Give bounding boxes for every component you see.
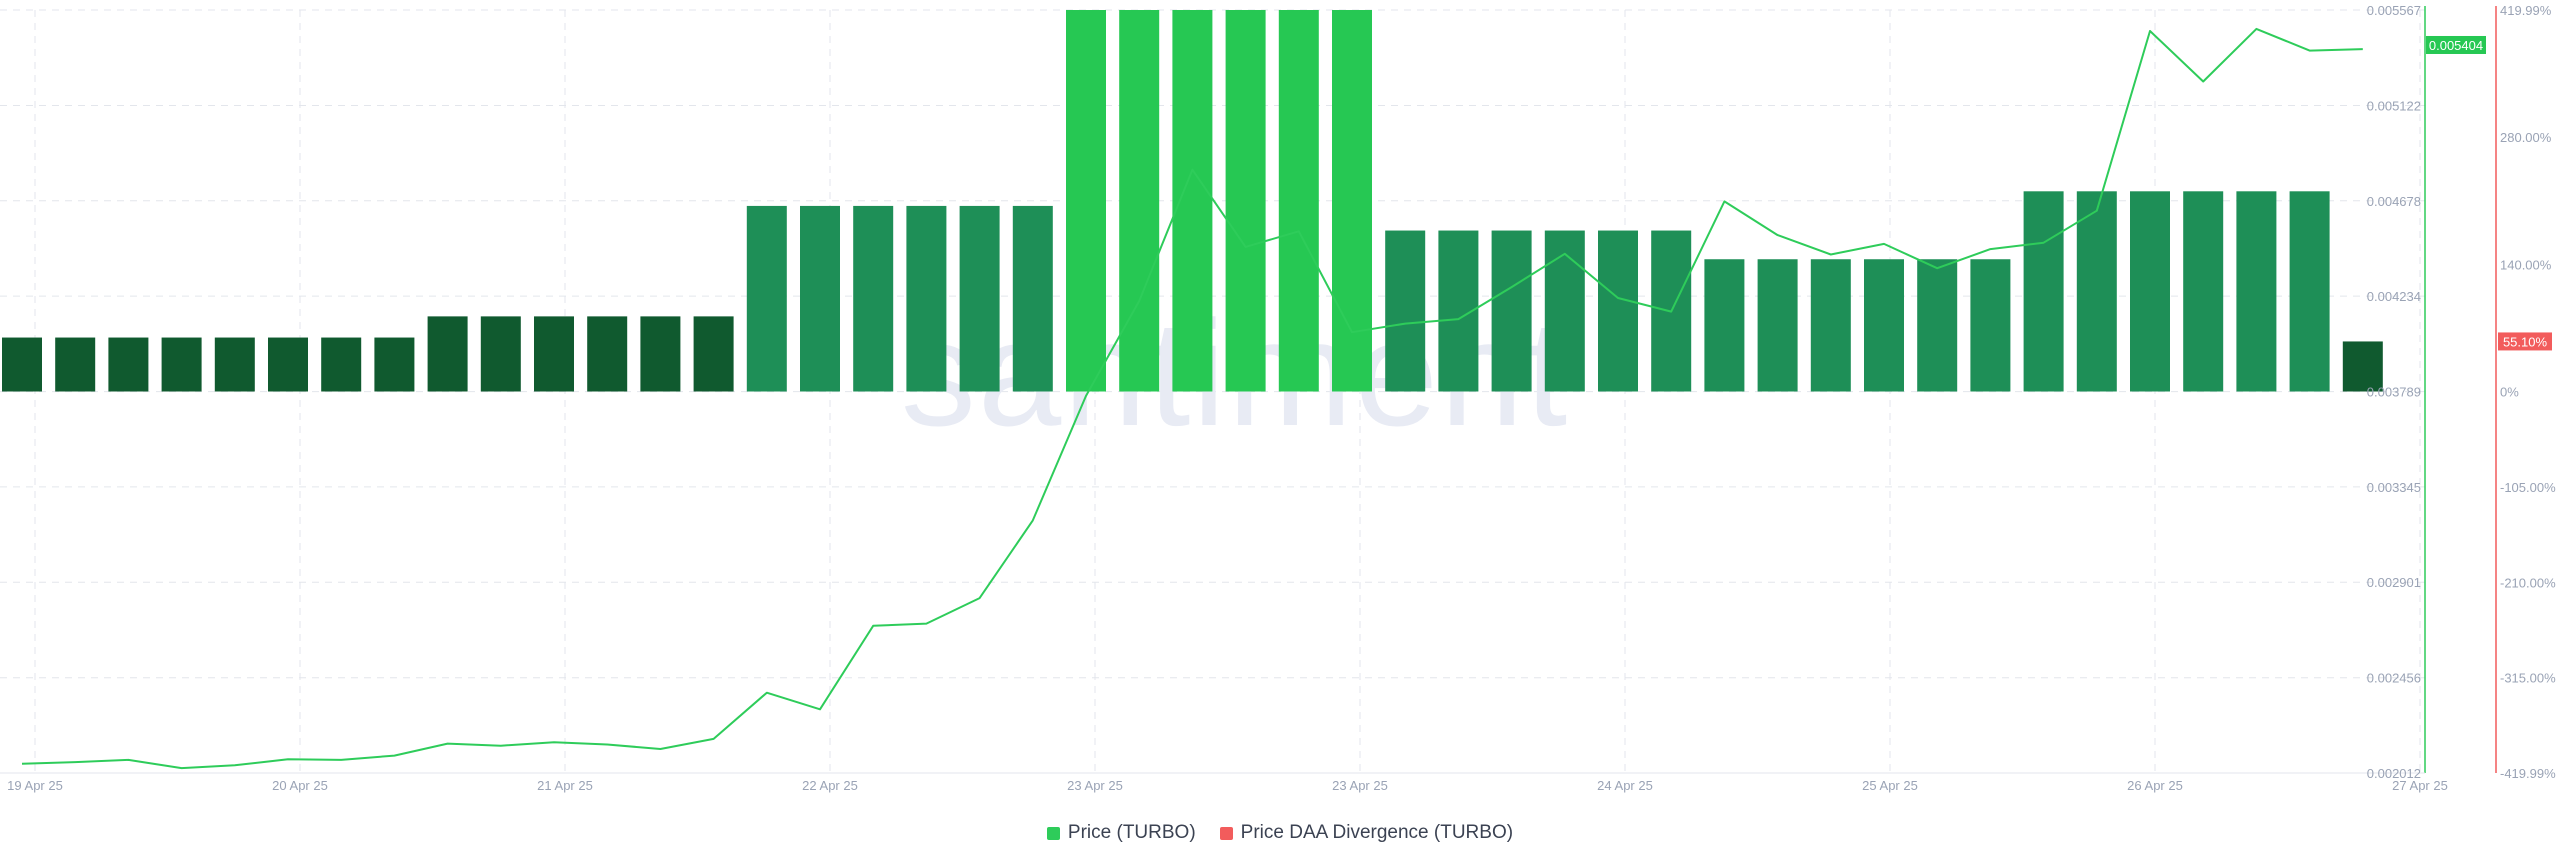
left-axis-tick-label: 0.004234 [2367,289,2421,304]
divergence-bar [2,337,42,392]
divergence-bar [746,205,787,392]
right-axis-tick-label: 0% [2500,385,2519,400]
divergence-bar [534,316,574,392]
divergence-bar [480,316,521,392]
left-axis-tick-label: 0.005567 [2367,3,2421,18]
right-axis-tick-label: -315.00% [2500,671,2556,686]
x-axis-tick-label: 23 Apr 25 [1067,778,1123,793]
x-axis-tick-label: 20 Apr 25 [272,778,328,793]
divergence-bar [1704,259,1745,392]
divergence-bar [640,316,681,392]
left-axis-tick-label: 0.005122 [2367,99,2421,114]
divergence-bar [1172,10,1213,392]
divergence-bar [1066,10,1106,392]
chart-legend: Price (TURBO) Price DAA Divergence (TURB… [0,818,2560,848]
divergence-bars [2,10,2383,392]
divergence-bar [1491,230,1532,392]
x-axis-tick-label: 26 Apr 25 [2127,778,2183,793]
legend-swatch-price [1046,826,1060,840]
divergence-bar [214,337,255,392]
divergence-bar [55,337,96,392]
current-price-label: 0.005404 [2429,38,2483,53]
left-axis-tick-label: 0.002456 [2367,671,2421,686]
current-divergence-label: 55.10% [2503,334,2548,349]
divergence-bar [1544,230,1585,392]
divergence-bar [1864,259,1904,392]
right-axis-tick-label: -105.00% [2500,480,2556,495]
legend-swatch-divergence [1219,826,1233,840]
divergence-bar [1385,230,1426,392]
divergence-bar [1810,259,1851,392]
left-axis-tick-label: 0.004678 [2367,194,2421,209]
x-axis-tick-label: 19 Apr 25 [7,778,63,793]
divergence-bar [1012,205,1053,392]
left-axis-tick-label: 0.002901 [2367,575,2421,590]
divergence-bar [906,205,947,392]
divergence-bar [853,205,894,392]
divergence-bar [1278,10,1319,392]
legend-item-divergence[interactable]: Price DAA Divergence (TURBO) [1219,822,1514,844]
divergence-bar [959,205,1000,392]
divergence-bar [1119,10,1160,392]
price-line [21,27,2363,770]
legend-label-divergence: Price DAA Divergence (TURBO) [1240,822,1514,843]
x-axis-tick-label: 23 Apr 25 [1332,778,1388,793]
divergence-bar [1757,259,1798,392]
divergence-bar [427,316,468,392]
divergence-bar [268,337,308,392]
divergence-bar [693,316,734,392]
right-axis-tick-label: 140.00% [2500,257,2552,272]
divergence-bar [1970,259,2011,392]
divergence-bar [1917,259,1958,392]
divergence-bar [2289,191,2330,392]
legend-label-price: Price (TURBO) [1067,822,1196,843]
left-axis-tick-label: 0.003345 [2367,480,2421,495]
divergence-bar [2342,341,2383,392]
right-axis-tick-label: 419.99% [2500,3,2552,18]
x-axis-tick-label: 21 Apr 25 [537,778,593,793]
x-axis-tick-label: 27 Apr 25 [2392,778,2448,793]
divergence-bar [2023,191,2064,392]
x-axis-tick-label: 24 Apr 25 [1597,778,1653,793]
divergence-bar [374,337,415,392]
x-axis-tick-label: 22 Apr 25 [802,778,858,793]
divergence-bar [587,316,628,392]
divergence-bar [800,205,840,392]
divergence-bar [2236,191,2277,392]
current-divergence-badge [2498,332,2552,351]
divergence-bar [321,337,362,392]
divergence-bar [1332,10,1372,392]
right-axis-tick-label: -419.99% [2500,766,2556,781]
divergence-bar [1225,10,1266,392]
left-axis-ticks: 0.005567 0.005122 0.004678 0.004234 0.003789… [2367,3,2421,781]
divergence-bar [161,337,202,392]
divergence-bar [2130,191,2170,392]
legend-item-price[interactable]: Price (TURBO) [1046,822,1196,844]
right-axis-tick-label: -210.00% [2500,575,2556,590]
divergence-bar [1598,230,1638,392]
x-axis-ticks: 19 Apr 25 20 Apr 25 21 Apr 25 22 Apr 25 23 A… [7,778,2448,793]
divergence-bar [2183,191,2224,392]
divergence-bar [108,337,149,392]
current-price-badge [2426,35,2486,54]
divergence-bar [2076,191,2117,392]
left-axis-tick-label: 0.002012 [2367,766,2421,781]
right-axis-ticks: 419.99% 280.00% 140.00% 0% -105.00% -210.00% -… [2500,3,2556,781]
x-axis-tick-label: 25 Apr 25 [1862,778,1918,793]
right-axis-tick-label: 280.00% [2500,130,2552,145]
left-axis-tick-label: 0.003789 [2367,385,2421,400]
